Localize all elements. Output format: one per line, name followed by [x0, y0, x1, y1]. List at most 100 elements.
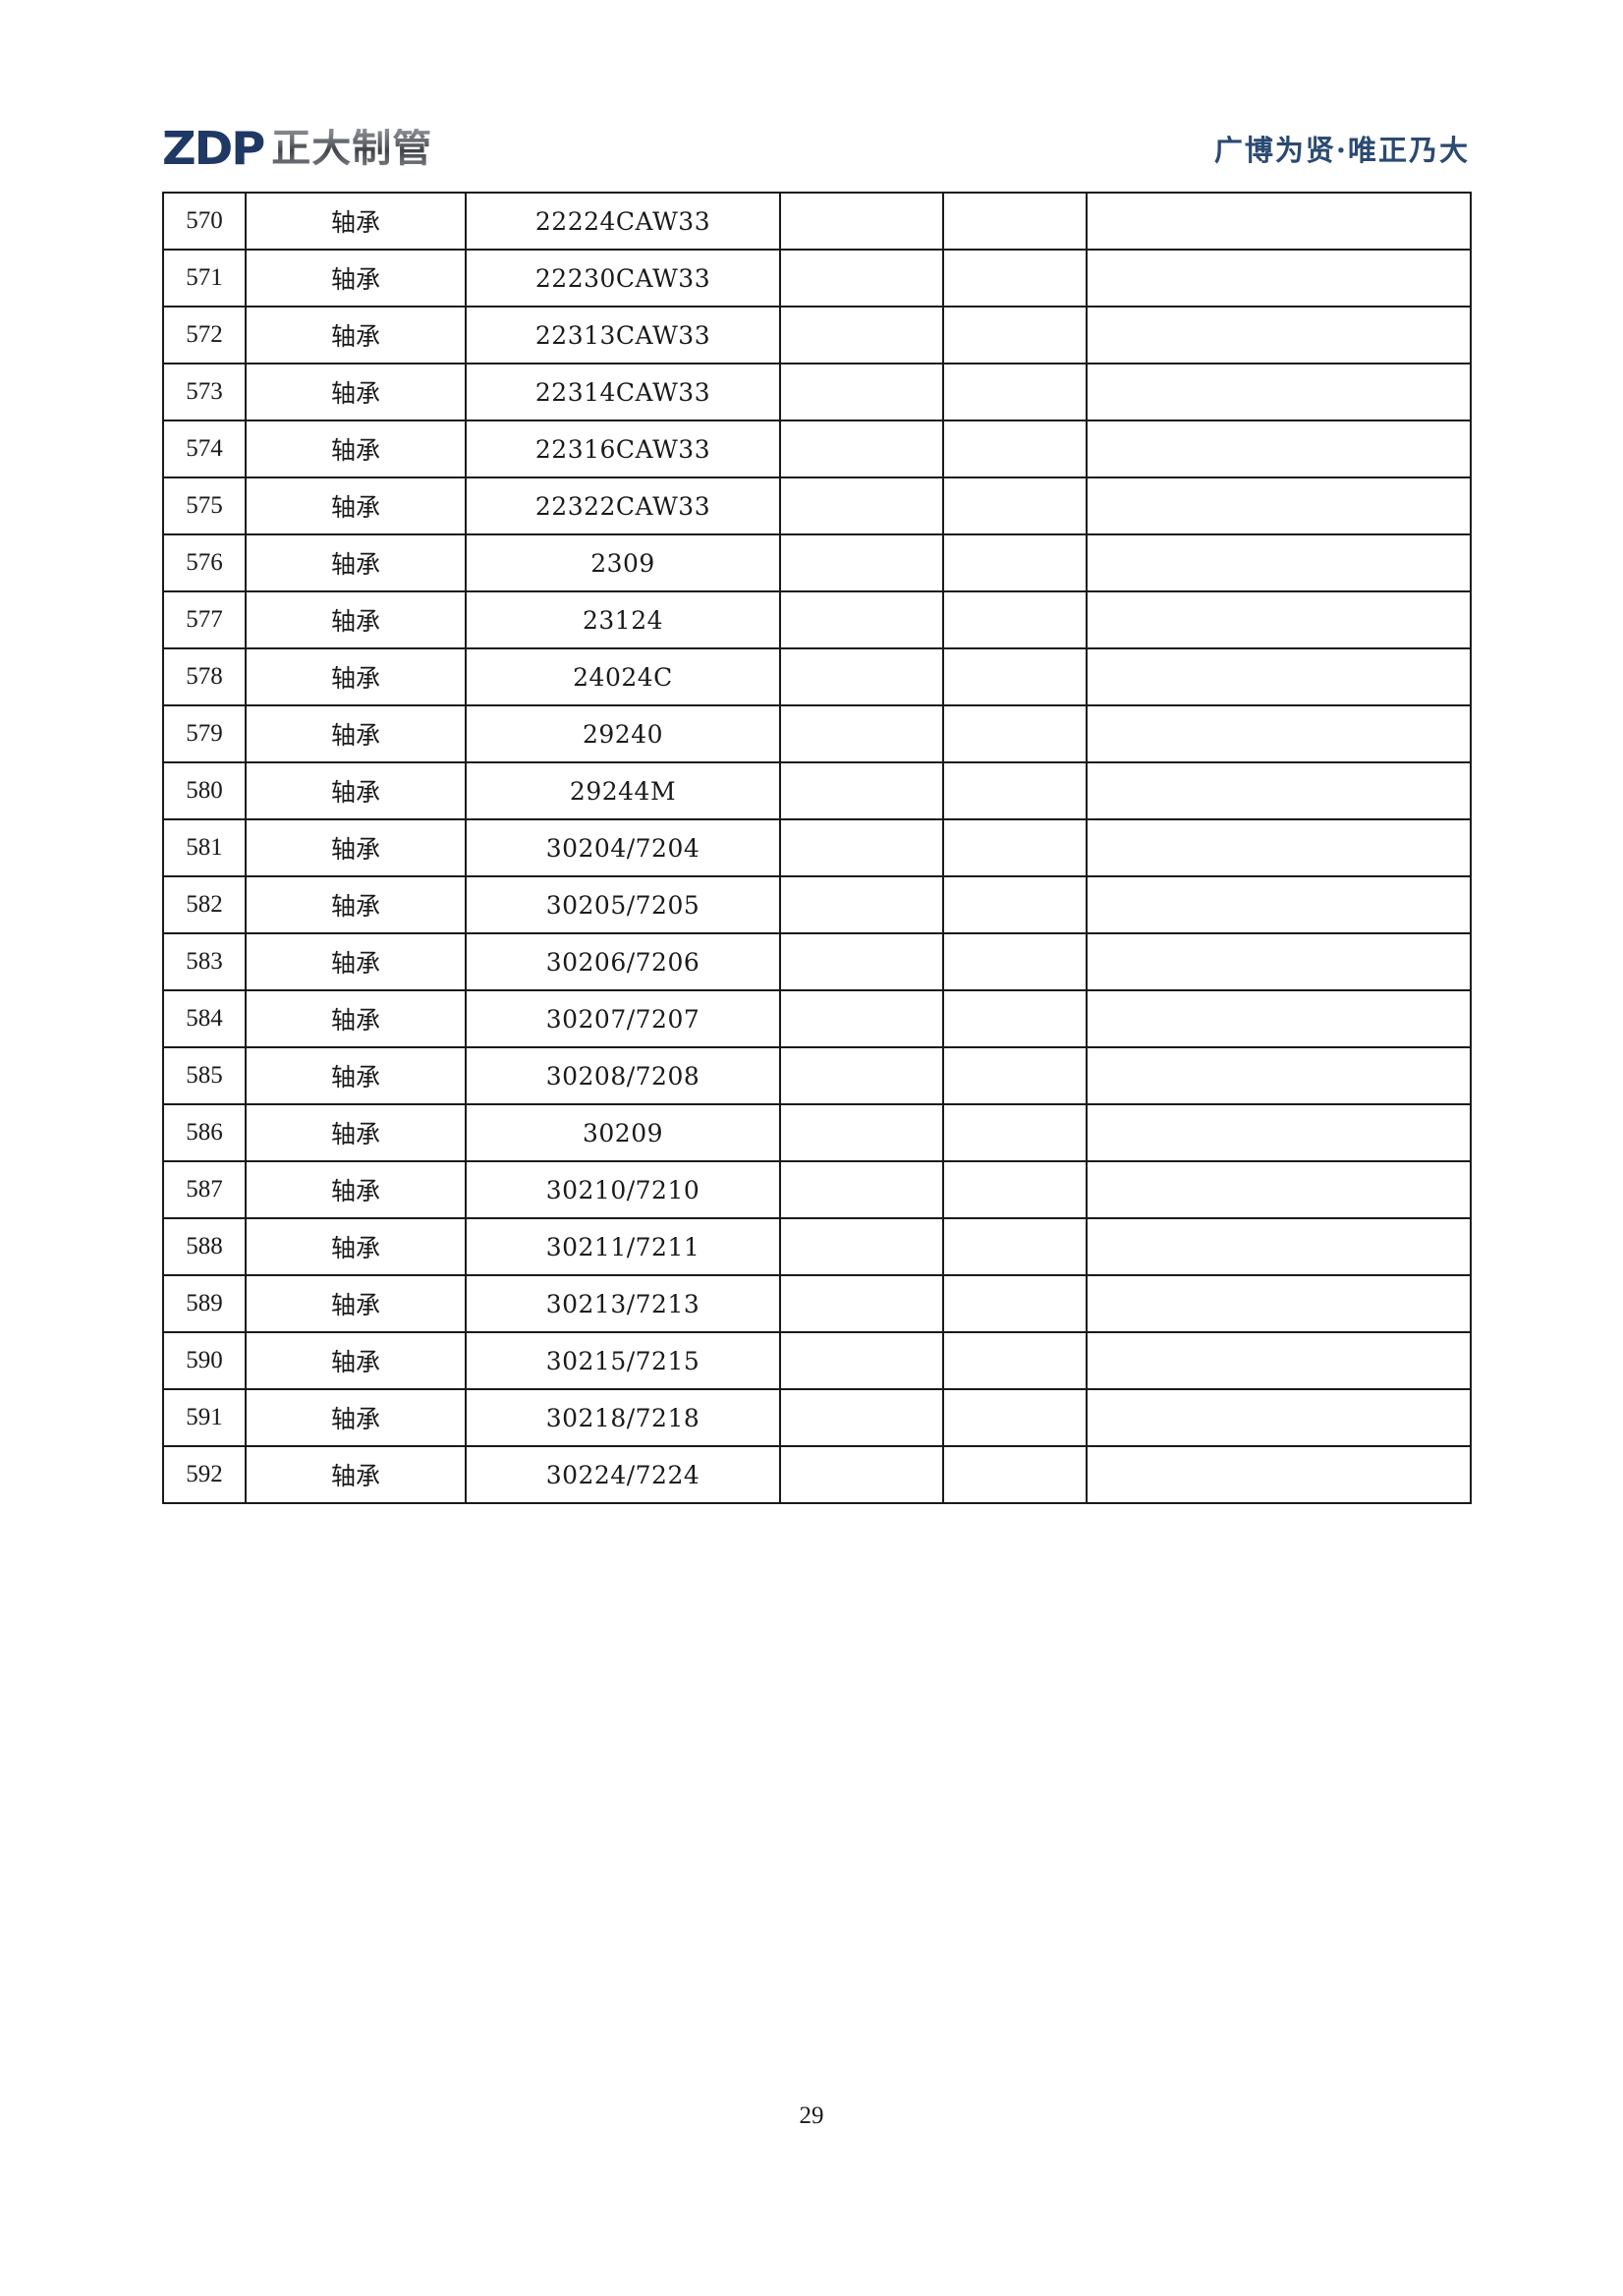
cell-spec: 29244M — [465, 761, 781, 820]
cell-name: 轴承 — [245, 932, 467, 991]
cell-index: 589 — [162, 1274, 247, 1333]
cell-blank-3 — [1086, 420, 1472, 478]
table-row: 588 轴承 30211/7211 — [162, 1217, 1472, 1276]
cell-blank-2 — [942, 1160, 1088, 1219]
cell-blank-3 — [1086, 932, 1472, 991]
cell-blank-1 — [779, 1445, 944, 1504]
cell-blank-2 — [942, 476, 1088, 535]
cell-blank-2 — [942, 1046, 1088, 1105]
cell-blank-2 — [942, 1388, 1088, 1447]
cell-blank-1 — [779, 1160, 944, 1219]
cell-blank-3 — [1086, 533, 1472, 592]
cell-blank-3 — [1086, 590, 1472, 649]
cell-spec: 22224CAW33 — [465, 192, 781, 251]
cell-spec: 23124 — [465, 590, 781, 649]
cell-name: 轴承 — [245, 476, 467, 535]
parts-table-body: 570 轴承 22224CAW33 571 轴承 22230CAW33 572 轴承 22313… — [162, 192, 1472, 1504]
cell-index: 592 — [162, 1445, 247, 1504]
cell-blank-1 — [779, 1046, 944, 1105]
cell-blank-3 — [1086, 363, 1472, 421]
company-logo: ZDP 正大制管 — [162, 121, 432, 176]
table-row: 578 轴承 24024C — [162, 647, 1472, 706]
cell-blank-2 — [942, 761, 1088, 820]
table-row: 575 轴承 22322CAW33 — [162, 476, 1472, 535]
cell-name: 轴承 — [245, 989, 467, 1048]
table-row: 577 轴承 23124 — [162, 590, 1472, 649]
cell-spec: 30211/7211 — [465, 1217, 781, 1276]
cell-name: 轴承 — [245, 533, 467, 592]
cell-blank-3 — [1086, 875, 1472, 934]
cell-name: 轴承 — [245, 590, 467, 649]
cell-index: 570 — [162, 192, 247, 251]
cell-spec: 22313CAW33 — [465, 306, 781, 364]
cell-blank-3 — [1086, 704, 1472, 763]
cell-blank-1 — [779, 647, 944, 706]
cell-blank-2 — [942, 1331, 1088, 1390]
cell-blank-1 — [779, 590, 944, 649]
cell-index: 577 — [162, 590, 247, 649]
cell-name: 轴承 — [245, 1445, 467, 1504]
cell-name: 轴承 — [245, 1160, 467, 1219]
cell-index: 572 — [162, 306, 247, 364]
cell-index: 591 — [162, 1388, 247, 1447]
table-row: 570 轴承 22224CAW33 — [162, 192, 1472, 251]
cell-index: 576 — [162, 533, 247, 592]
cell-blank-1 — [779, 192, 944, 251]
cell-index: 590 — [162, 1331, 247, 1390]
cell-spec: 24024C — [465, 647, 781, 706]
cell-index: 574 — [162, 420, 247, 478]
cell-blank-1 — [779, 249, 944, 308]
cell-blank-2 — [942, 818, 1088, 877]
cell-blank-2 — [942, 1217, 1088, 1276]
cell-blank-1 — [779, 306, 944, 364]
cell-name: 轴承 — [245, 1331, 467, 1390]
cell-spec: 30206/7206 — [465, 932, 781, 991]
cell-name: 轴承 — [245, 1274, 467, 1333]
cell-blank-1 — [779, 704, 944, 763]
page-number: 29 — [799, 2102, 824, 2129]
cell-blank-3 — [1086, 1160, 1472, 1219]
table-row: 590 轴承 30215/7215 — [162, 1331, 1472, 1390]
cell-name: 轴承 — [245, 1103, 467, 1162]
page-header: ZDP 正大制管 广博为贤·唯正乃大 — [162, 118, 1470, 179]
cell-blank-3 — [1086, 306, 1472, 364]
cell-name: 轴承 — [245, 420, 467, 478]
cell-index: 585 — [162, 1046, 247, 1105]
cell-blank-1 — [779, 1331, 944, 1390]
table-row: 584 轴承 30207/7207 — [162, 989, 1472, 1048]
cell-name: 轴承 — [245, 1217, 467, 1276]
cell-blank-3 — [1086, 1388, 1472, 1447]
company-name-cn: 正大制管 — [271, 126, 433, 171]
cell-name: 轴承 — [245, 1388, 467, 1447]
table-row: 592 轴承 30224/7224 — [162, 1445, 1472, 1504]
cell-name: 轴承 — [245, 875, 467, 934]
cell-blank-1 — [779, 476, 944, 535]
table-row: 581 轴承 30204/7204 — [162, 818, 1472, 877]
table-row: 591 轴承 30218/7218 — [162, 1388, 1472, 1447]
cell-spec: 30204/7204 — [465, 818, 781, 877]
cell-blank-3 — [1086, 818, 1472, 877]
cell-index: 573 — [162, 363, 247, 421]
cell-blank-1 — [779, 1388, 944, 1447]
table-row: 586 轴承 30209 — [162, 1103, 1472, 1162]
cell-name: 轴承 — [245, 306, 467, 364]
cell-blank-3 — [1086, 761, 1472, 820]
cell-spec: 29240 — [465, 704, 781, 763]
cell-index: 571 — [162, 249, 247, 308]
table-row: 571 轴承 22230CAW33 — [162, 249, 1472, 308]
cell-blank-3 — [1086, 249, 1472, 308]
cell-index: 583 — [162, 932, 247, 991]
cell-blank-3 — [1086, 1046, 1472, 1105]
cell-name: 轴承 — [245, 192, 467, 251]
cell-blank-1 — [779, 420, 944, 478]
page-footer: 29 — [0, 2102, 1623, 2130]
cell-blank-1 — [779, 363, 944, 421]
cell-name: 轴承 — [245, 1046, 467, 1105]
cell-index: 584 — [162, 989, 247, 1048]
cell-blank-1 — [779, 761, 944, 820]
cell-blank-1 — [779, 533, 944, 592]
parts-list-table: 570 轴承 22224CAW33 571 轴承 22230CAW33 572 轴承 22313… — [162, 192, 1472, 1504]
cell-blank-2 — [942, 1103, 1088, 1162]
cell-name: 轴承 — [245, 363, 467, 421]
